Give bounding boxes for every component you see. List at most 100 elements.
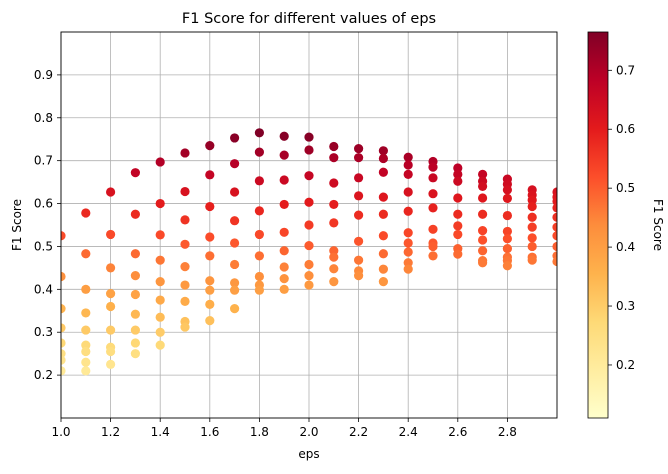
data-point bbox=[279, 131, 289, 141]
colorbar-tick-label: 0.6 bbox=[616, 122, 635, 136]
data-point bbox=[180, 148, 190, 158]
data-point bbox=[130, 289, 140, 300]
data-point bbox=[279, 150, 289, 160]
data-point bbox=[378, 277, 388, 287]
data-point bbox=[81, 340, 91, 350]
data-point bbox=[106, 346, 116, 357]
data-point bbox=[502, 243, 512, 254]
colorbar-tick-label: 0.4 bbox=[616, 240, 635, 254]
data-point bbox=[378, 264, 388, 274]
data-point bbox=[254, 176, 264, 186]
y-tick-label: 0.9 bbox=[34, 68, 53, 82]
data-point bbox=[453, 229, 463, 240]
data-point bbox=[502, 234, 512, 244]
data-point bbox=[403, 247, 413, 257]
data-point bbox=[180, 215, 190, 225]
data-point bbox=[205, 285, 215, 295]
data-point bbox=[304, 132, 314, 142]
data-point bbox=[378, 167, 388, 177]
data-point bbox=[453, 221, 463, 231]
x-tick-label: 1.2 bbox=[101, 425, 120, 439]
data-point bbox=[478, 246, 488, 256]
colorbar-tick-label: 0.5 bbox=[616, 181, 635, 195]
data-point bbox=[354, 210, 364, 220]
data-point bbox=[428, 189, 438, 199]
data-point bbox=[81, 366, 91, 376]
data-point bbox=[478, 225, 488, 236]
data-point bbox=[354, 191, 364, 201]
data-point bbox=[403, 206, 413, 216]
data-point bbox=[428, 241, 438, 252]
data-point bbox=[155, 157, 165, 167]
data-point bbox=[478, 258, 488, 268]
data-point bbox=[81, 284, 91, 294]
data-point bbox=[180, 280, 190, 290]
data-point bbox=[81, 208, 91, 218]
data-point bbox=[304, 145, 314, 155]
data-point bbox=[106, 325, 116, 335]
data-point bbox=[527, 241, 537, 252]
data-point bbox=[61, 338, 66, 348]
y-tick-label: 0.8 bbox=[34, 111, 53, 125]
data-point bbox=[403, 187, 413, 197]
data-point bbox=[279, 274, 289, 284]
data-point bbox=[130, 249, 140, 259]
x-tick-label: 2.0 bbox=[299, 425, 318, 439]
data-point bbox=[130, 309, 140, 319]
data-point bbox=[304, 220, 314, 230]
data-point bbox=[81, 357, 91, 367]
data-point bbox=[502, 185, 512, 195]
y-tick-label: 0.2 bbox=[34, 368, 53, 382]
data-point bbox=[230, 216, 240, 226]
data-point bbox=[205, 299, 215, 309]
data-point bbox=[81, 346, 91, 357]
data-point bbox=[478, 169, 488, 179]
data-point bbox=[403, 258, 413, 268]
data-point bbox=[378, 192, 388, 202]
colorbar bbox=[587, 31, 609, 419]
data-point bbox=[329, 246, 339, 256]
x-tick-label: 1.8 bbox=[250, 425, 269, 439]
data-point bbox=[254, 229, 264, 240]
data-point bbox=[205, 232, 215, 242]
data-point bbox=[205, 276, 215, 286]
data-point bbox=[106, 301, 116, 312]
data-point bbox=[354, 236, 364, 246]
data-point bbox=[155, 340, 165, 350]
data-point bbox=[403, 169, 413, 179]
data-point bbox=[180, 322, 190, 332]
x-tick-label: 2.6 bbox=[448, 425, 467, 439]
y-tick-label: 0.5 bbox=[34, 239, 53, 253]
data-point bbox=[106, 187, 116, 197]
data-point bbox=[354, 144, 364, 154]
data-point bbox=[254, 271, 264, 282]
data-point bbox=[279, 284, 289, 294]
colorbar-tick-label: 0.7 bbox=[616, 63, 635, 77]
data-point bbox=[155, 327, 165, 337]
data-point bbox=[329, 252, 339, 262]
data-point bbox=[329, 178, 339, 188]
data-point bbox=[453, 209, 463, 219]
chart-title: F1 Score for different values of eps bbox=[182, 11, 436, 27]
data-point bbox=[552, 212, 557, 222]
data-point bbox=[354, 173, 364, 183]
data-point bbox=[61, 304, 66, 314]
data-point bbox=[403, 228, 413, 238]
data-point bbox=[403, 238, 413, 248]
x-tick-label: 1.6 bbox=[200, 425, 219, 439]
data-point bbox=[354, 271, 364, 281]
data-point bbox=[155, 277, 165, 287]
data-point bbox=[230, 159, 240, 169]
data-point bbox=[130, 271, 140, 281]
data-point bbox=[180, 186, 190, 197]
data-point bbox=[130, 349, 140, 359]
data-point bbox=[502, 210, 512, 221]
data-point bbox=[205, 201, 215, 212]
data-point bbox=[502, 226, 512, 237]
x-axis-label: eps bbox=[298, 447, 319, 461]
data-point bbox=[180, 296, 190, 306]
data-point bbox=[552, 222, 557, 232]
data-point bbox=[254, 285, 264, 295]
data-point bbox=[61, 366, 66, 376]
